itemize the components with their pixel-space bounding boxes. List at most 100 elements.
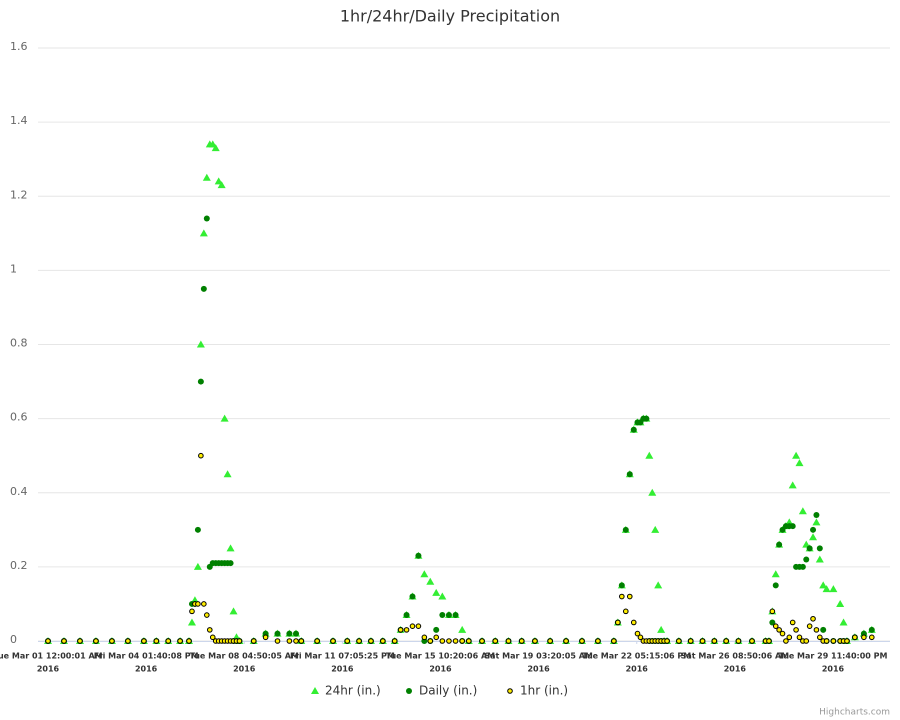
- point: [657, 625, 666, 633]
- point: [634, 630, 641, 637]
- point: [810, 526, 817, 533]
- point: [208, 140, 217, 148]
- legend-label[interactable]: 24hr (in.): [325, 684, 381, 698]
- legend-item[interactable]: 1hr (in.): [507, 684, 568, 698]
- point: [844, 638, 850, 644]
- x-tick-label: Tue Mar 22 05:15:06 PM: [582, 652, 691, 661]
- point: [262, 634, 269, 641]
- point: [452, 638, 459, 644]
- point: [344, 638, 351, 644]
- point: [226, 544, 235, 552]
- point: [813, 511, 820, 518]
- point: [786, 634, 793, 641]
- point: [809, 533, 818, 541]
- point: [626, 593, 633, 600]
- point: [368, 638, 374, 644]
- point: [195, 601, 201, 607]
- chart-title: 1hr/24hr/Daily Precipitation: [340, 7, 560, 26]
- point: [293, 638, 299, 644]
- point: [796, 634, 803, 641]
- point: [45, 638, 51, 644]
- point: [619, 593, 625, 600]
- point: [236, 638, 243, 644]
- legend-label[interactable]: Daily (in.): [419, 684, 477, 698]
- point: [776, 541, 783, 548]
- point: [93, 638, 99, 644]
- point: [789, 523, 796, 530]
- x-tick-label: Fri Mar 04 01:40:08 PM: [94, 652, 199, 661]
- x-tick-label: 2016: [724, 665, 747, 674]
- x-tick-label: Tue Mar 01 12:00:01 AM: [0, 652, 103, 661]
- point: [459, 638, 465, 644]
- x-tick-label: 2016: [626, 665, 649, 674]
- point: [806, 545, 813, 552]
- point: [426, 577, 435, 585]
- point: [815, 555, 824, 563]
- point: [421, 634, 428, 641]
- credits[interactable]: Highcharts.com: [819, 708, 890, 718]
- point: [109, 638, 115, 644]
- point: [676, 638, 682, 644]
- point: [492, 638, 499, 644]
- point: [799, 563, 806, 570]
- legend-symbol: [311, 687, 319, 694]
- point: [861, 634, 867, 641]
- point: [563, 638, 569, 644]
- point: [189, 608, 195, 615]
- x-tick-label: 2016: [233, 665, 256, 674]
- point: [274, 630, 281, 637]
- point: [415, 552, 422, 559]
- point: [223, 470, 232, 478]
- point: [211, 144, 220, 152]
- point: [771, 570, 780, 578]
- point: [330, 638, 336, 644]
- point: [153, 638, 160, 644]
- point: [772, 582, 779, 589]
- y-tick-label: 1: [10, 262, 17, 275]
- point: [439, 612, 446, 619]
- y-tick-label: 1.4: [10, 114, 28, 127]
- y-tick-label: 0.8: [10, 337, 28, 350]
- y-tick-label: 0: [10, 633, 17, 646]
- point: [630, 426, 637, 433]
- point: [813, 627, 820, 633]
- point: [618, 582, 625, 589]
- point: [201, 601, 207, 607]
- point: [816, 545, 823, 552]
- point: [380, 638, 386, 644]
- point: [868, 626, 875, 633]
- y-tick-label: 0.6: [10, 411, 28, 424]
- point: [651, 525, 660, 533]
- legend-item[interactable]: 24hr (in.): [311, 684, 381, 698]
- point: [432, 588, 441, 596]
- point: [293, 630, 300, 637]
- point: [204, 612, 210, 618]
- point: [177, 638, 183, 644]
- point: [187, 618, 196, 626]
- point: [630, 619, 637, 626]
- legend-label[interactable]: 1hr (in.): [520, 684, 568, 698]
- point: [637, 634, 644, 641]
- point: [783, 638, 789, 644]
- point: [286, 630, 293, 637]
- point: [711, 638, 718, 644]
- point: [836, 599, 845, 607]
- point: [769, 619, 776, 626]
- legend-item[interactable]: Daily (in.): [406, 684, 477, 698]
- point: [852, 634, 858, 641]
- point: [829, 585, 838, 593]
- point: [229, 607, 238, 615]
- point: [438, 592, 447, 600]
- point: [403, 627, 410, 633]
- point: [622, 608, 629, 615]
- point: [397, 627, 404, 633]
- point: [415, 623, 422, 629]
- point: [798, 507, 807, 515]
- x-tick-label: 2016: [429, 665, 452, 674]
- point: [314, 638, 320, 644]
- point: [803, 638, 810, 644]
- x-tick-label: 2016: [822, 665, 845, 674]
- y-tick-label: 1.6: [10, 40, 28, 53]
- point: [427, 638, 434, 644]
